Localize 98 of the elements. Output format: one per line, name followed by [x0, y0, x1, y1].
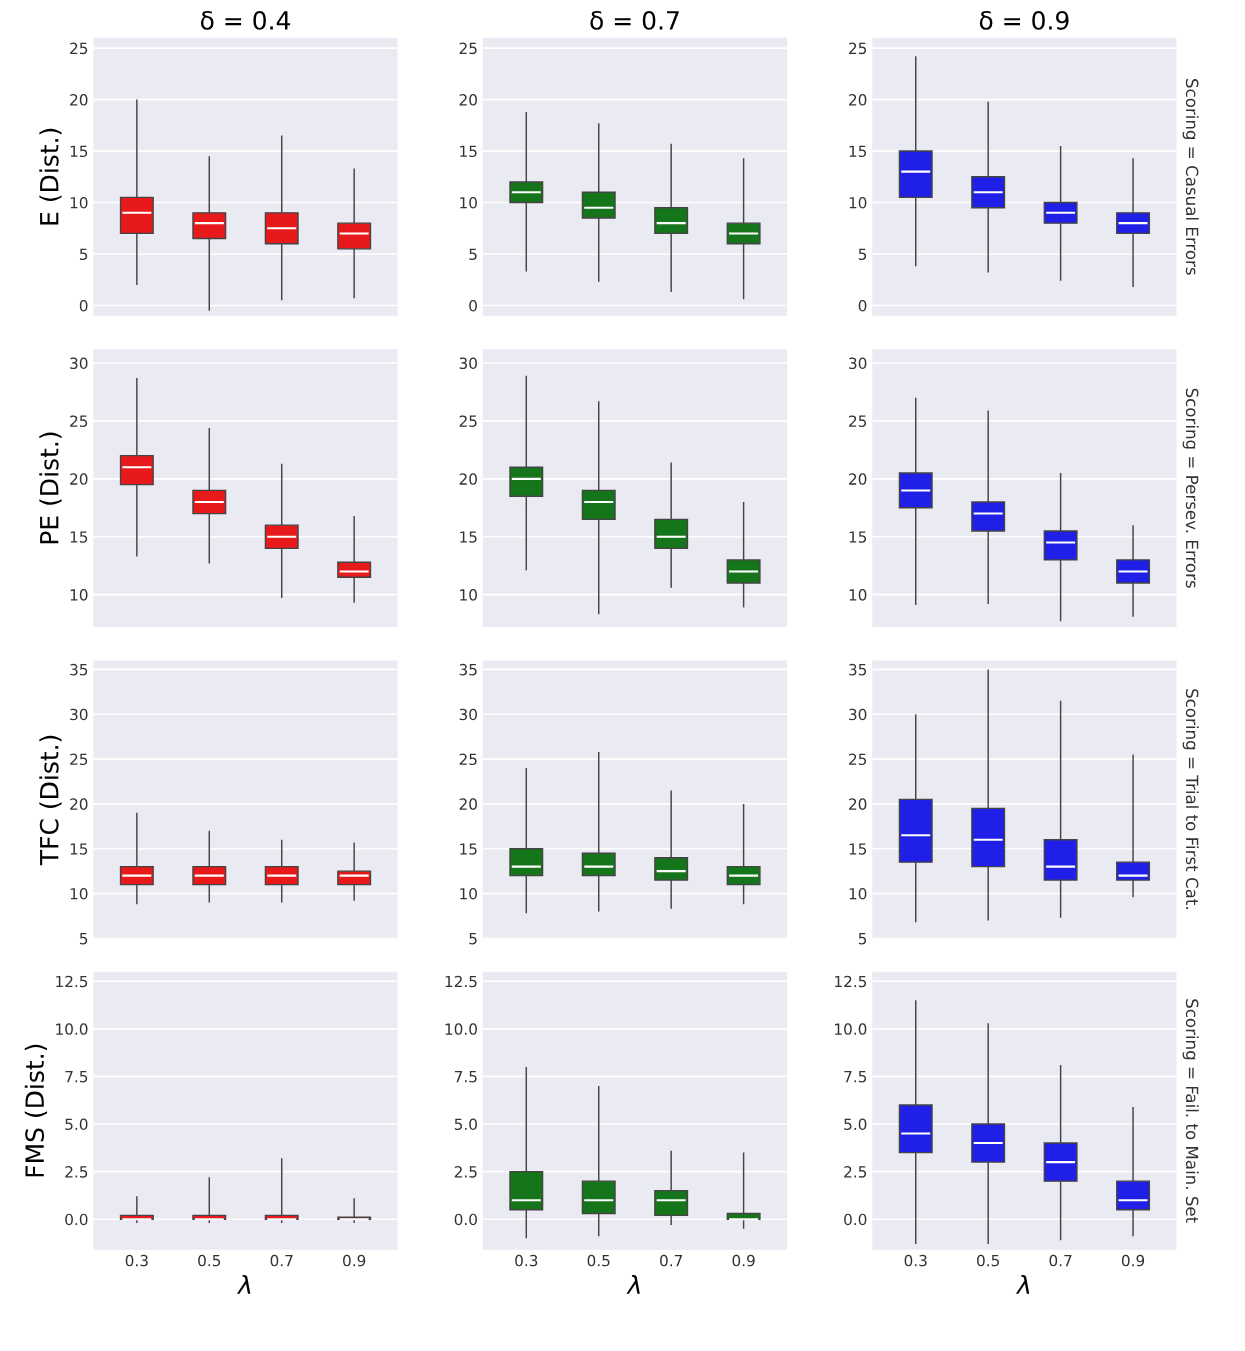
x-tick-label: 0.3	[125, 1254, 148, 1267]
y-tick-label: 20	[70, 798, 88, 810]
y-tick-label: 20	[849, 473, 867, 485]
text: Scoring = Casual Errors	[1182, 79, 1199, 275]
x-tick-label: 0.5	[977, 1254, 999, 1267]
y-tick-label: 0	[858, 299, 867, 312]
y-tick-label: 15	[849, 145, 867, 158]
y-tick-label: 30	[459, 708, 477, 721]
y-tick-label: 7.5	[65, 1071, 88, 1083]
x-tick-label: 0.3	[904, 1254, 927, 1267]
y-tick-label: 10	[849, 197, 867, 209]
y-tick-label: 5.0	[65, 1118, 88, 1131]
x-tick-label: 0.9	[343, 1254, 366, 1267]
y-tick-label: 10	[849, 888, 867, 900]
x-tick-label: 0.9	[732, 1254, 755, 1267]
y-tick-label: 10	[70, 589, 88, 601]
x-tick-label: 0.5	[198, 1254, 221, 1267]
y-tick-label: 10	[460, 888, 477, 900]
y-tick-label: 5	[79, 933, 88, 945]
y-tick-label: 25	[849, 753, 867, 766]
x-axis-title: λ	[1015, 1274, 1030, 1294]
x-tick-label: 0.3	[515, 1254, 538, 1267]
y-tick-label: 5	[858, 248, 867, 261]
chart-title: δ = 0.7	[590, 10, 679, 30]
y-axis-title: PE (Dist.)	[39, 432, 62, 544]
y-tick-label: 7.5	[454, 1071, 477, 1083]
y-tick-label: 15	[849, 531, 867, 543]
y-tick-label: 5.0	[454, 1118, 477, 1131]
y-tick-label: 25	[70, 415, 88, 427]
y-tick-label: 5	[858, 933, 867, 945]
x-axis-title: λ	[626, 1274, 640, 1294]
y-tick-label: 35	[849, 663, 867, 676]
x-axis-title: λ	[237, 1274, 251, 1294]
y-tick-label: 10	[460, 197, 477, 209]
y-tick-label: 15	[70, 145, 88, 158]
x-tick-label: 0.7	[1049, 1254, 1072, 1267]
text: Scoring = Trial to First Cat.	[1182, 689, 1199, 909]
y-tick-label: 15	[70, 843, 88, 855]
y-tick-label: 15	[460, 531, 477, 543]
y-tick-label: 0.0	[454, 1213, 477, 1226]
y-tick-label: 25	[459, 753, 477, 766]
x-tick-label: 0.7	[270, 1254, 293, 1267]
y-tick-label: 0.0	[844, 1213, 867, 1226]
y-tick-label: 20	[459, 798, 477, 810]
y-tick-label: 30	[70, 708, 88, 721]
y-tick-label: 12.5	[445, 975, 477, 988]
y-tick-label: 15	[460, 145, 477, 158]
y-tick-label: 2.5	[65, 1166, 88, 1178]
y-tick-label: 20	[459, 94, 477, 106]
y-tick-label: 20	[70, 94, 88, 106]
y-tick-label: 12.5	[835, 975, 867, 988]
y-tick-label: 7.5	[844, 1071, 867, 1083]
text: Scoring = Fail. to Main. Set	[1182, 999, 1199, 1223]
y-tick-label: 0	[79, 299, 88, 312]
y-tick-label: 15	[460, 843, 477, 855]
y-axis-title: TFC (Dist.)	[39, 735, 62, 866]
x-tick-label: 0.7	[660, 1254, 683, 1267]
y-tick-label: 25	[459, 415, 477, 427]
y-tick-label: 20	[849, 94, 867, 106]
y-tick-label: 25	[70, 753, 88, 766]
y-tick-label: 0.0	[65, 1213, 88, 1226]
y-tick-label: 30	[70, 357, 88, 370]
y-tick-label: 10.0	[445, 1023, 477, 1035]
y-tick-label: 5.0	[844, 1118, 867, 1131]
y-axis-title: E (Dist.)	[39, 128, 62, 225]
y-tick-label: 25	[70, 42, 88, 55]
y-tick-label: 25	[849, 42, 867, 55]
y-tick-label: 10.0	[835, 1023, 867, 1035]
chart-title: δ = 0.4	[200, 10, 291, 30]
x-tick-label: 0.5	[587, 1254, 610, 1267]
y-tick-label: 0	[469, 299, 477, 312]
y-tick-label: 30	[849, 357, 867, 370]
chart-title: δ = 0.9	[979, 10, 1069, 30]
y-tick-label: 12.5	[56, 975, 88, 988]
y-tick-label: 15	[70, 531, 88, 543]
y-tick-label: 25	[459, 42, 477, 55]
y-tick-label: 25	[849, 415, 867, 427]
y-tick-label: 30	[849, 708, 867, 721]
y-tick-label: 20	[849, 798, 867, 810]
y-tick-label: 15	[849, 843, 867, 855]
y-tick-label: 20	[70, 473, 88, 485]
y-tick-label: 5	[79, 248, 88, 261]
y-tick-label: 10	[70, 888, 88, 900]
y-tick-label: 5	[469, 933, 477, 945]
y-tick-label: 10.0	[56, 1023, 88, 1035]
y-tick-label: 5	[469, 248, 477, 261]
y-axis-title: FMS (Dist.)	[24, 1044, 48, 1177]
text: Scoring = Persev. Errors	[1182, 388, 1199, 588]
y-tick-label: 35	[70, 663, 88, 676]
y-tick-label: 20	[459, 473, 477, 485]
x-tick-label: 0.9	[1121, 1254, 1145, 1267]
y-tick-label: 10	[849, 589, 867, 601]
y-tick-label: 30	[459, 357, 477, 370]
y-tick-label: 10	[460, 589, 477, 601]
y-tick-label: 2.5	[844, 1166, 867, 1178]
y-tick-label: 35	[459, 663, 477, 676]
y-tick-label: 2.5	[454, 1166, 477, 1178]
y-tick-label: 10	[70, 197, 88, 209]
